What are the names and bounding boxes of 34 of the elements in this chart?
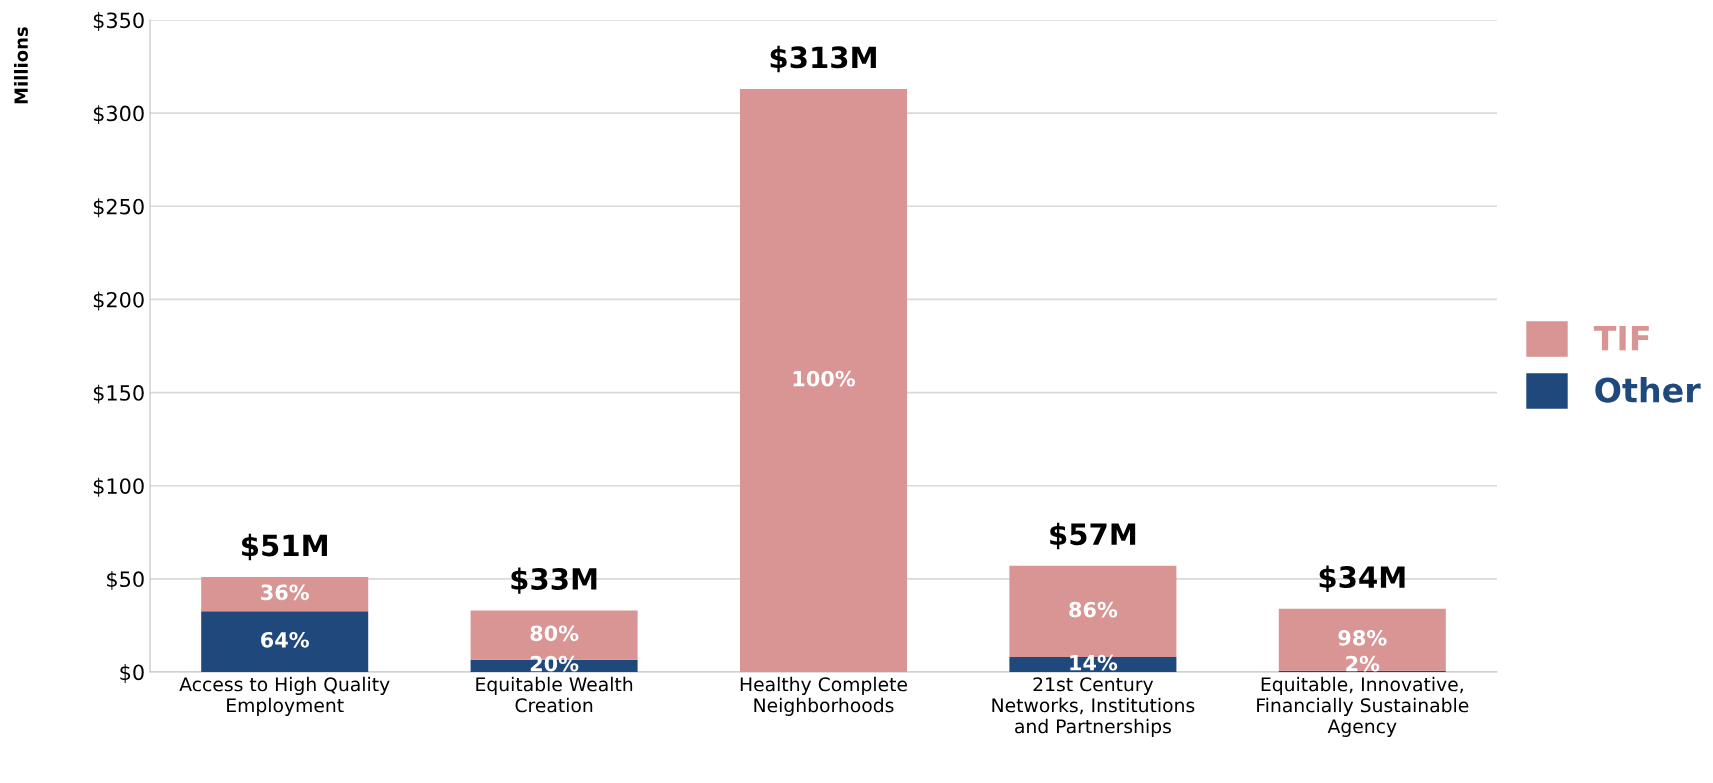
total-label: $34M <box>1319 565 1405 592</box>
y-tick-label: $350 <box>93 12 144 31</box>
annotation: 14% <box>1070 654 1118 671</box>
bar <box>201 576 369 612</box>
annotation: 98% <box>1338 629 1387 646</box>
x-tick-label: Access to High Quality Employment <box>179 676 390 716</box>
x-tick-label: Healthy Complete Neighborhoods <box>740 676 907 716</box>
bar <box>1278 608 1446 671</box>
legend-label: TIF <box>1593 325 1649 351</box>
y-tick-label: $250 <box>93 198 144 218</box>
y-tick-label: $200 <box>93 291 144 311</box>
total-label: $33M <box>511 567 597 594</box>
total-label: $57M <box>1050 522 1136 550</box>
bar <box>201 611 369 672</box>
x-tick-label: Equitable, Innovative, Financially Sustainable Agency <box>1257 676 1469 737</box>
y-tick-label: $300 <box>93 105 144 125</box>
annotation: 80% <box>530 625 579 642</box>
y-tick-label: $150 <box>93 384 144 404</box>
y-axis-title: Millions <box>13 27 28 104</box>
annotation: 20% <box>530 655 579 672</box>
total-label: $313M <box>770 45 876 73</box>
x-tick-label: Equitable Wealth Creation <box>476 676 633 713</box>
y-tick-label: $50 <box>107 570 144 590</box>
annotation: 100% <box>793 370 856 387</box>
x-tick-label: 21st Century Networks, Institutions and Partnerships <box>992 677 1195 737</box>
annotation: 36% <box>261 584 309 601</box>
y-tick-label: $0 <box>120 664 144 683</box>
total-label: $51M <box>242 533 327 561</box>
legend-label: Other <box>1595 376 1701 403</box>
annotation: 86% <box>1069 601 1118 618</box>
y-tick-label: $100 <box>93 477 144 497</box>
annotation: 2% <box>1346 655 1380 672</box>
annotation: 64% <box>261 631 309 648</box>
bar <box>739 88 908 672</box>
